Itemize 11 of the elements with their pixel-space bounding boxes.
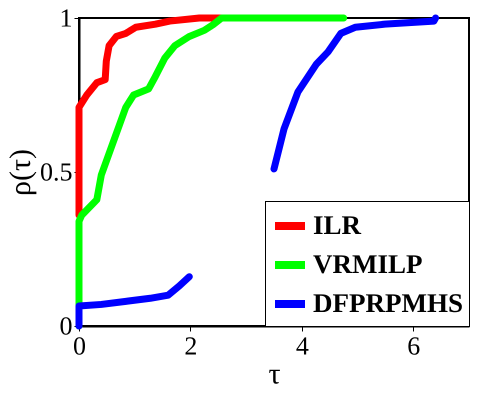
legend-label: VRMILP bbox=[313, 249, 422, 279]
x-tick-label: 2 bbox=[184, 332, 198, 360]
legend-label: ILR bbox=[313, 210, 362, 240]
x-tick-label: 6 bbox=[407, 332, 420, 360]
x-axis-title: τ bbox=[268, 358, 281, 390]
y-tick-label: 1 bbox=[60, 4, 72, 32]
y-axis-title: ρ(τ) bbox=[4, 148, 37, 196]
x-tick-label: 4 bbox=[296, 332, 309, 360]
legend-label: DFPRPMHS bbox=[313, 288, 463, 318]
y-tick-label: 0.5 bbox=[40, 158, 72, 186]
y-tick-label: 0 bbox=[60, 312, 72, 340]
